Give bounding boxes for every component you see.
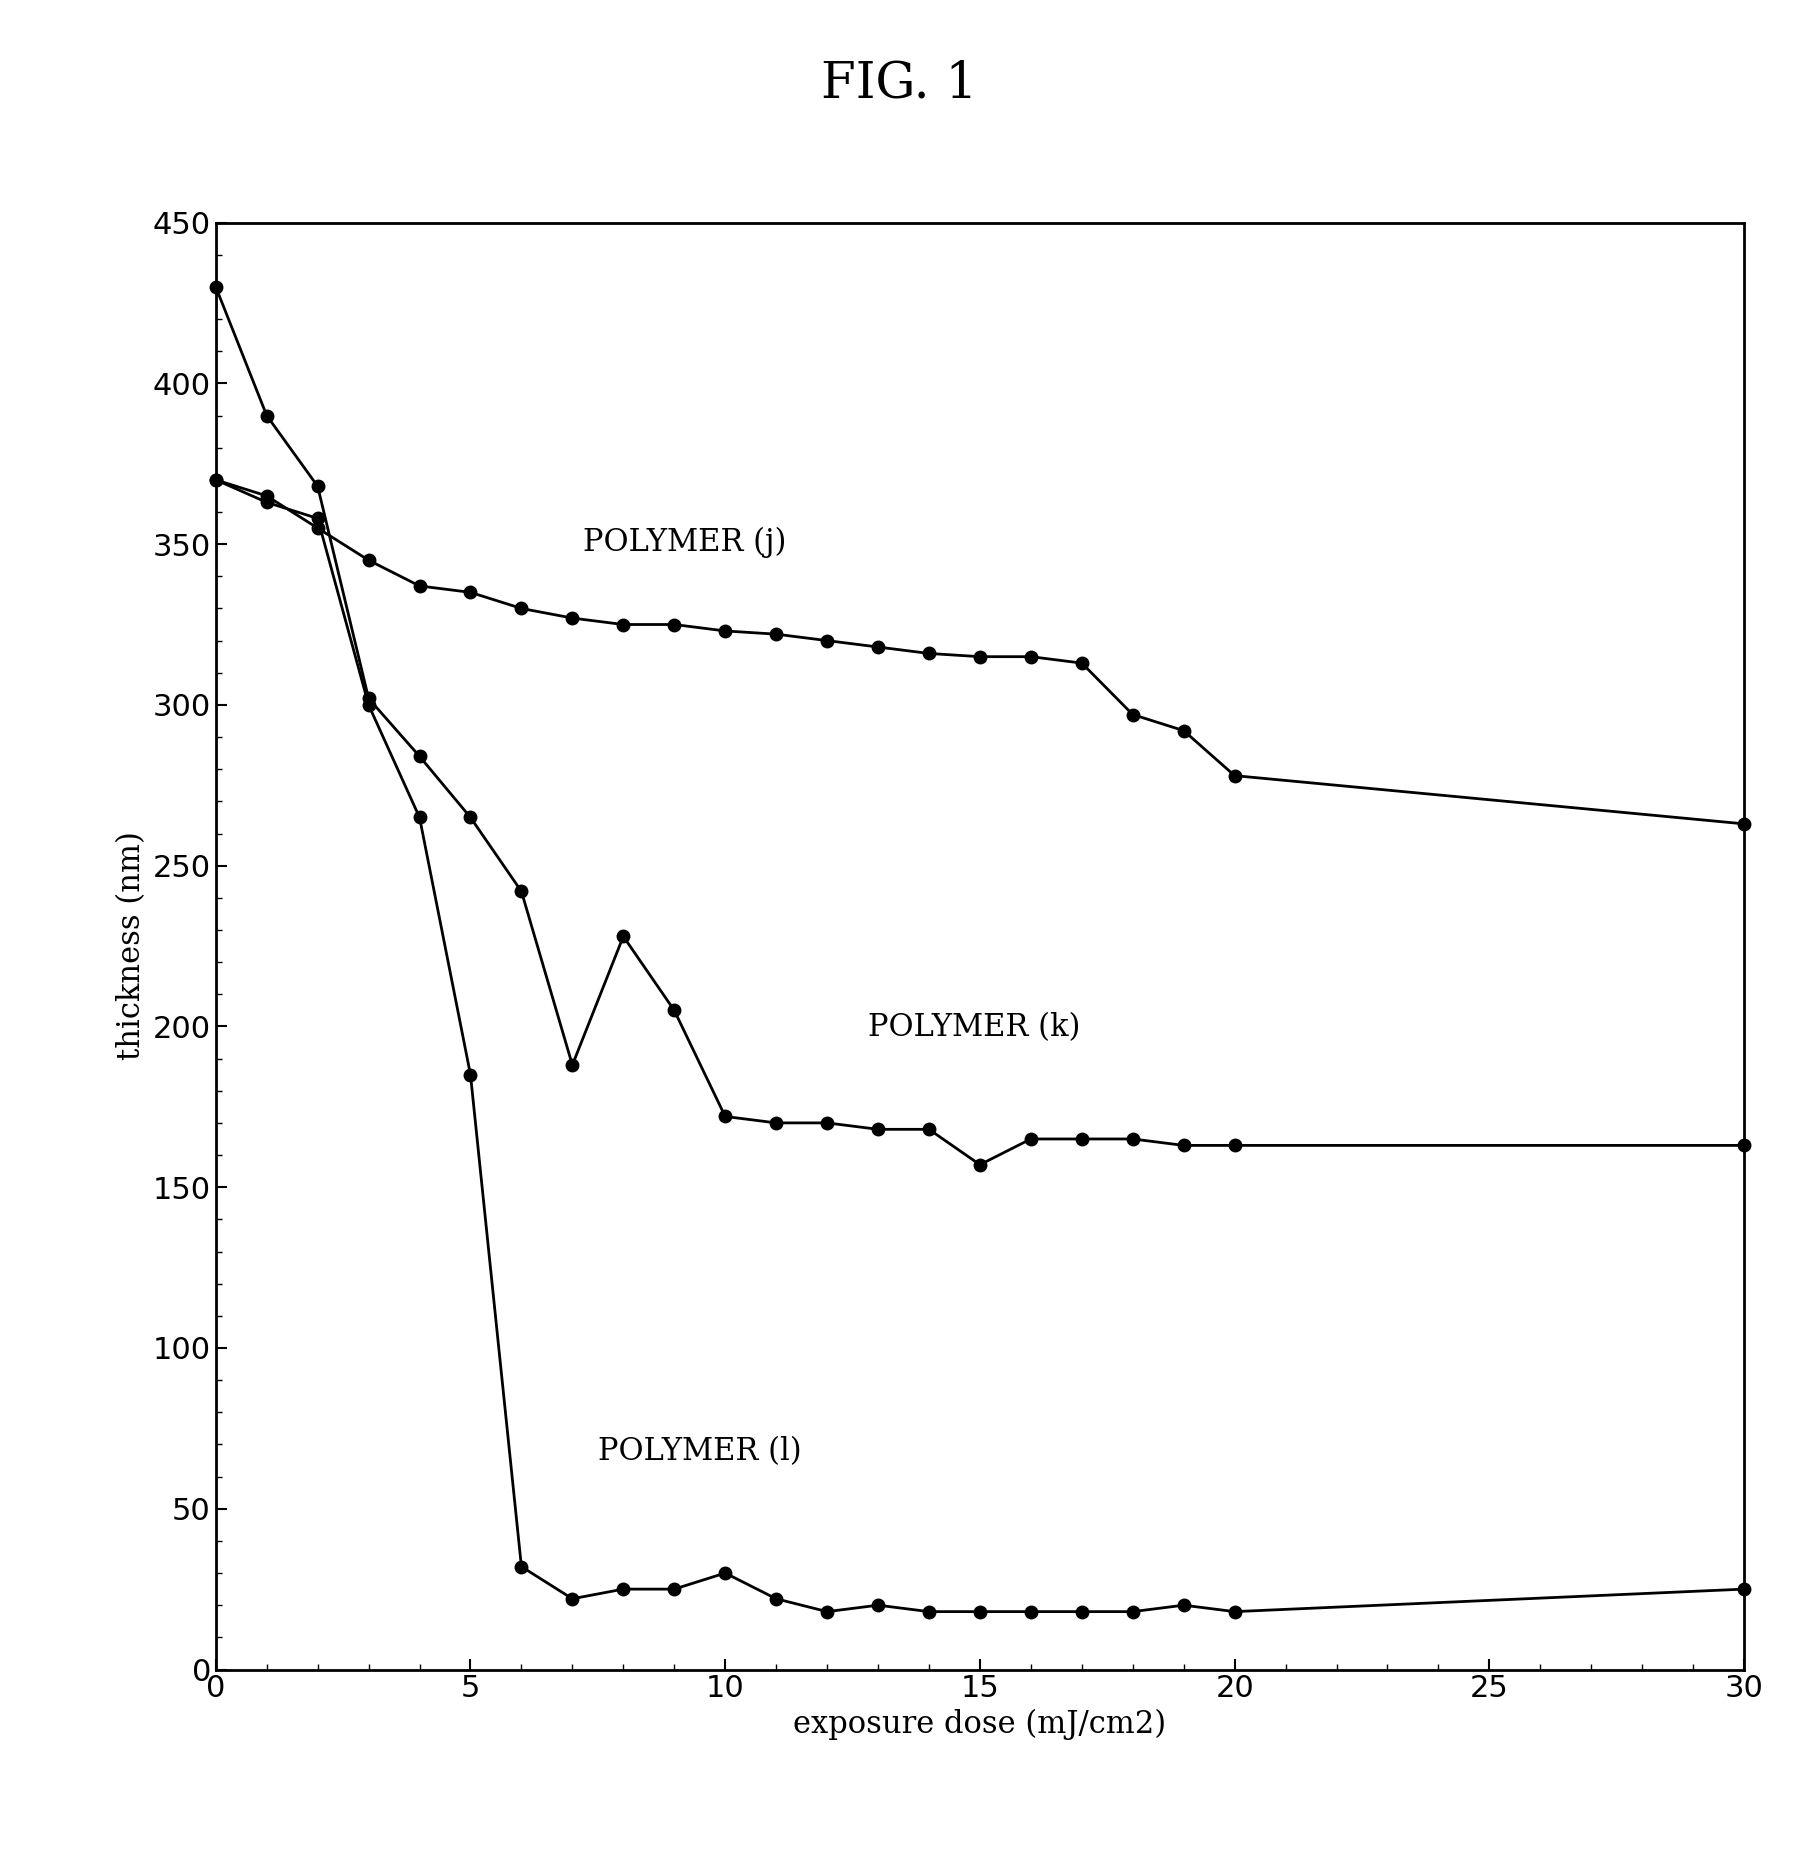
Y-axis label: thickness (nm): thickness (nm) <box>117 831 147 1061</box>
Text: POLYMER (l): POLYMER (l) <box>597 1436 802 1467</box>
X-axis label: exposure dose (mJ/cm2): exposure dose (mJ/cm2) <box>793 1708 1167 1740</box>
Text: FIG. 1: FIG. 1 <box>822 59 976 108</box>
Text: POLYMER (j): POLYMER (j) <box>583 527 786 558</box>
Text: POLYMER (k): POLYMER (k) <box>868 1013 1081 1043</box>
